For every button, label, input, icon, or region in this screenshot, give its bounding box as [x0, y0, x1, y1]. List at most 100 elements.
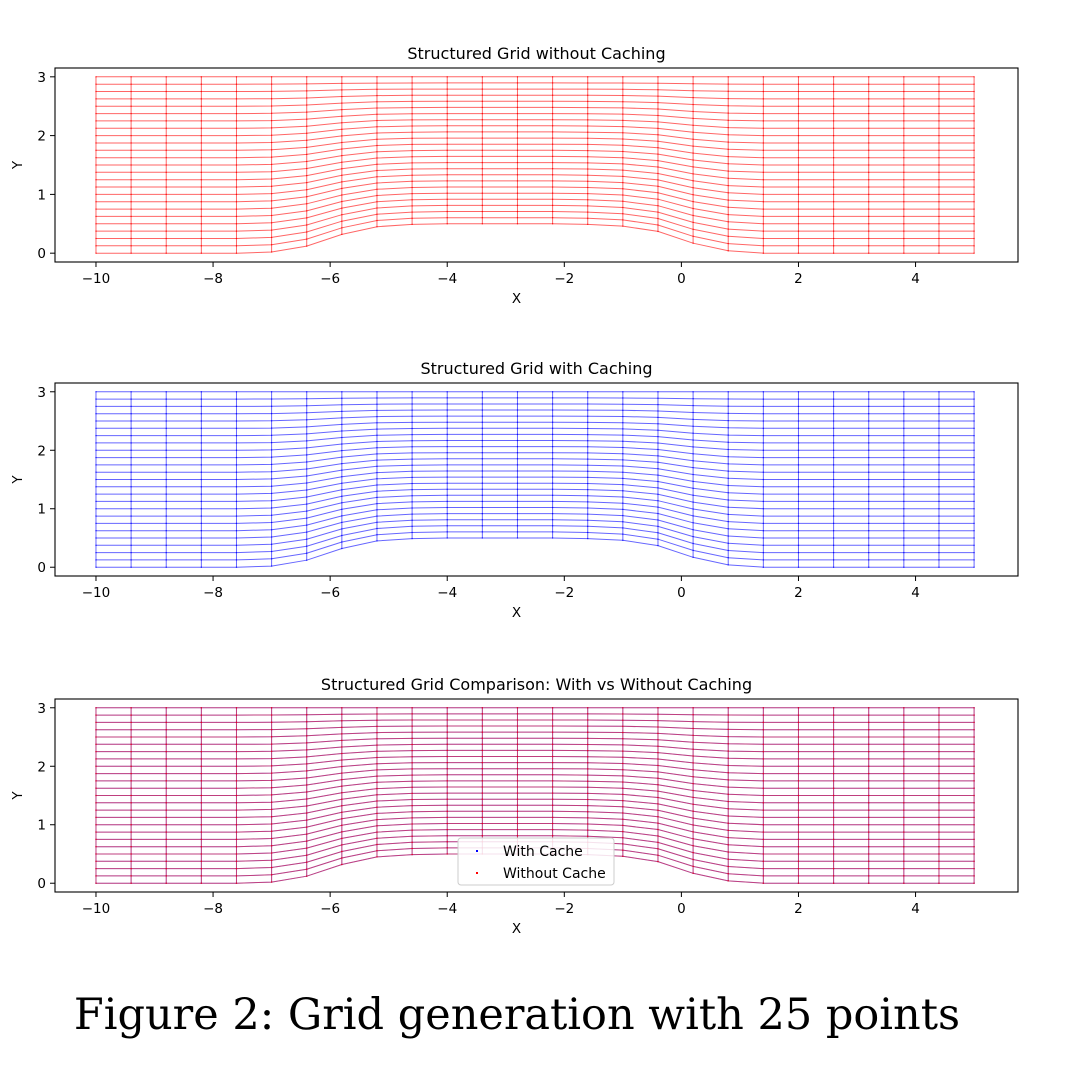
- grid-node: [622, 719, 624, 721]
- grid-node: [727, 800, 729, 803]
- grid-node: [657, 809, 659, 811]
- grid-node: [130, 413, 132, 415]
- grid-node: [762, 816, 764, 819]
- grid-node: [271, 434, 273, 436]
- grid-node: [903, 179, 905, 181]
- grid-node: [95, 127, 97, 129]
- grid-node: [832, 500, 835, 503]
- grid-node: [446, 427, 448, 429]
- grid-node: [868, 435, 870, 437]
- grid-node: [832, 566, 835, 568]
- grid-node: [235, 208, 238, 210]
- grid-node: [481, 500, 483, 503]
- grid-node: [727, 822, 729, 824]
- grid-node: [868, 515, 870, 517]
- grid-node: [657, 790, 659, 792]
- grid-node: [411, 94, 413, 96]
- grid-node: [762, 537, 764, 539]
- grid-node: [762, 780, 764, 782]
- grid-node: [622, 744, 624, 746]
- grid-node: [762, 413, 764, 415]
- grid-node: [973, 772, 975, 775]
- grid-node: [446, 82, 448, 84]
- grid-node: [692, 817, 694, 819]
- grid-node: [938, 794, 940, 797]
- grid-node: [762, 135, 764, 137]
- grid-node: [692, 235, 694, 237]
- grid-node: [797, 193, 800, 195]
- y-tick-label: 1: [37, 187, 46, 203]
- grid-node: [446, 106, 448, 109]
- grid-node: [903, 186, 905, 188]
- grid-node: [446, 161, 448, 164]
- grid-line-horizontal: [96, 792, 975, 811]
- grid-node: [657, 745, 659, 747]
- grid-node: [727, 470, 729, 472]
- grid-node: [832, 464, 835, 466]
- grid-node: [938, 201, 940, 203]
- grid-node: [376, 428, 378, 430]
- grid-node: [130, 853, 132, 855]
- grid-node: [376, 534, 378, 536]
- grid-node: [938, 772, 940, 775]
- grid-node: [657, 76, 659, 78]
- grid-node: [551, 409, 554, 411]
- grid-node: [95, 208, 97, 210]
- grid-node: [235, 794, 238, 797]
- grid-node: [200, 508, 202, 510]
- grid-node: [587, 162, 589, 164]
- grid-node: [657, 448, 659, 451]
- grid-node: [165, 714, 167, 716]
- grid-node: [727, 192, 729, 194]
- grid-node: [727, 786, 729, 788]
- grid-node: [587, 113, 589, 115]
- grid-node: [130, 882, 132, 884]
- grid-node: [411, 737, 413, 739]
- grid-node: [516, 464, 519, 466]
- grid-node: [903, 193, 905, 195]
- grid-node: [657, 803, 659, 805]
- grid-node: [306, 763, 308, 765]
- grid-node: [973, 809, 975, 811]
- grid-node: [832, 201, 835, 203]
- grid-node: [903, 566, 905, 568]
- grid-node: [306, 405, 308, 407]
- grid-node: [832, 853, 835, 855]
- grid-node: [622, 181, 624, 184]
- grid-node: [130, 420, 132, 422]
- grid-node: [411, 762, 413, 764]
- grid-node: [306, 861, 308, 863]
- grid-node: [622, 415, 624, 418]
- grid-node: [692, 522, 694, 524]
- grid-node: [622, 738, 624, 740]
- grid-node: [657, 166, 659, 168]
- figure-caption: Figure 2: Grid generation with 25 points: [73, 990, 961, 1040]
- grid-node: [903, 736, 905, 738]
- grid-node: [481, 82, 483, 84]
- grid-node: [727, 228, 729, 230]
- grid-node: [200, 179, 202, 181]
- grid-node: [762, 736, 764, 738]
- grid-node: [130, 838, 132, 840]
- grid-node: [868, 486, 870, 488]
- grid-node: [481, 816, 483, 819]
- grid-node: [973, 816, 975, 819]
- grid-node: [551, 719, 554, 721]
- grid-node: [762, 721, 764, 723]
- grid-node: [797, 449, 800, 451]
- grid-node: [692, 535, 694, 538]
- grid-node: [587, 217, 589, 219]
- grid-node: [95, 120, 97, 122]
- grid-node: [868, 112, 870, 115]
- grid-node: [551, 470, 554, 472]
- grid-node: [973, 186, 975, 188]
- grid-node: [657, 153, 659, 155]
- grid-node: [341, 397, 343, 399]
- grid-node: [95, 442, 97, 444]
- grid-node: [727, 865, 729, 868]
- grid-node: [411, 199, 413, 201]
- grid-node: [200, 237, 202, 240]
- grid-node: [95, 135, 97, 137]
- grid-node: [200, 127, 202, 129]
